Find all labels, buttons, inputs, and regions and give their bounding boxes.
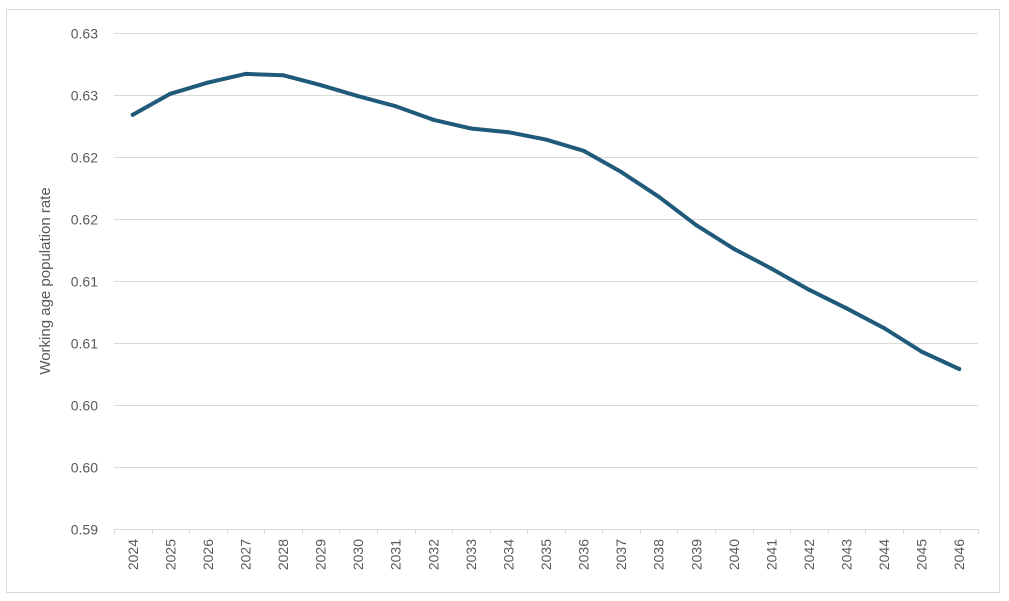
x-tick-label: 2031: [388, 539, 404, 570]
x-tick-label: 2035: [538, 539, 554, 570]
x-tick-label: 2044: [876, 539, 892, 570]
data-point: [544, 137, 548, 142]
x-tick-label: 2039: [688, 539, 704, 570]
data-point: [393, 104, 398, 109]
data-point: [431, 117, 436, 122]
x-tick-label: 2024: [125, 539, 141, 570]
data-point: [205, 80, 210, 85]
x-tick-label: 2034: [500, 539, 516, 570]
data-point: [130, 112, 135, 117]
data-point: [844, 306, 849, 311]
x-tick-label: 2030: [350, 539, 366, 570]
x-tick-label: 2045: [914, 539, 930, 570]
x-tick-label: 2036: [576, 539, 592, 570]
y-tick-label: 0.61: [71, 274, 98, 290]
x-tick-label: 2028: [275, 539, 291, 570]
series-line: [130, 71, 962, 371]
x-tick-label: 2027: [237, 539, 253, 570]
x-tick-label: 2038: [651, 539, 667, 570]
x-tick-label: 2037: [613, 539, 629, 570]
series-layer: [130, 71, 962, 371]
data-point: [619, 169, 624, 174]
data-point: [318, 83, 323, 88]
data-point: [919, 349, 924, 354]
x-tick-label: 2033: [463, 539, 479, 570]
x-tick-label: 2026: [200, 539, 216, 570]
data-point: [807, 287, 811, 292]
data-point: [656, 194, 661, 199]
y-tick-label: 0.59: [71, 522, 98, 538]
y-tick-label: 0.62: [71, 212, 98, 228]
data-point: [356, 94, 361, 99]
y-axis: 0.59 0.60 0.60 0.61 0.61 0.62 0.62 0.63 0.63: [71, 26, 98, 538]
data-point: [468, 126, 473, 131]
y-tick-label: 0.60: [71, 398, 98, 414]
x-tick-label: 2043: [839, 539, 855, 570]
x-axis: 2024 2025 2026 2027 2028 2029 2030 2031 2032 2033…: [114, 529, 979, 570]
y-tick-label: 0.63: [71, 26, 98, 42]
x-tick-label: 2032: [425, 539, 441, 570]
y-tick-label: 0.60: [71, 460, 98, 476]
x-tick-label: 2042: [801, 539, 817, 570]
y-tick-label: 0.63: [71, 88, 98, 104]
grid-layer: [114, 33, 978, 530]
data-point: [581, 148, 586, 153]
y-tick-label: 0.62: [71, 150, 98, 166]
data-point: [506, 130, 511, 135]
data-point: [769, 266, 774, 271]
data-point: [281, 73, 285, 78]
x-tick-label: 2041: [763, 539, 779, 570]
y-axis-title: Working age population rate: [37, 187, 54, 374]
data-point: [243, 71, 248, 76]
x-tick-label: 2029: [313, 539, 329, 570]
y-tick-label: 0.61: [71, 336, 98, 352]
data-point: [731, 246, 736, 251]
data-point: [694, 223, 699, 228]
data-point: [957, 367, 962, 371]
x-tick-label: 2046: [951, 539, 967, 570]
data-point: [882, 326, 887, 331]
x-tick-label: 2025: [162, 539, 178, 570]
data-point: [168, 91, 173, 96]
x-tick-label: 2040: [726, 539, 742, 570]
